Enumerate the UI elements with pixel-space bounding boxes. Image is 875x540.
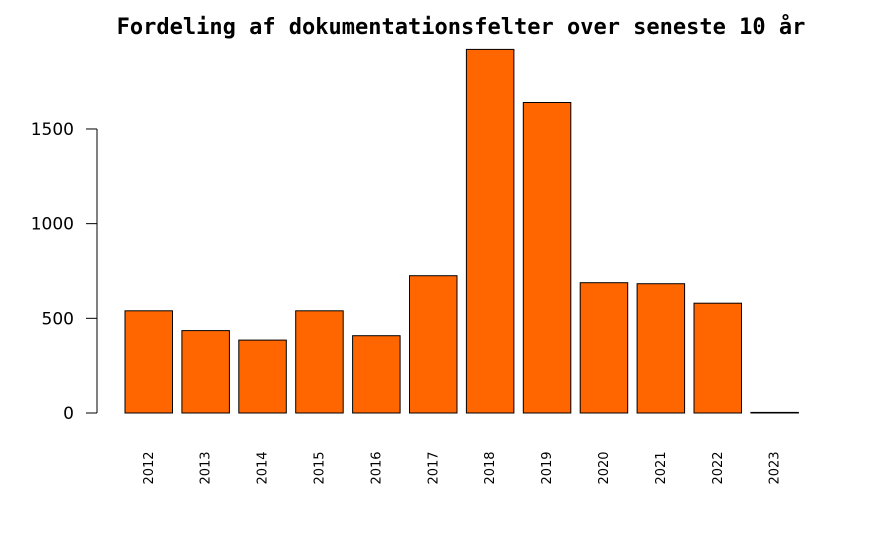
bar-2019: [522, 102, 572, 414]
x-tick-label: 2022: [711, 451, 726, 484]
y-tick-label: 500: [42, 309, 74, 329]
x-tick-label: 2023: [768, 451, 783, 484]
x-tick-label: 2013: [199, 451, 214, 484]
y-tick-label: 1000: [31, 215, 74, 235]
x-tick-label: 2015: [312, 451, 327, 484]
x-tick-label: 2018: [483, 451, 498, 484]
bar-2023: [750, 411, 799, 414]
x-tick-label: 2021: [654, 451, 669, 484]
x-tick-label: 2014: [256, 451, 271, 484]
chart-title: Fordeling af dokumentationsfelter over s…: [117, 14, 806, 40]
bar-2012: [124, 310, 173, 414]
bars: [124, 48, 799, 414]
bar-2013: [181, 330, 230, 414]
bar-2014: [238, 339, 287, 414]
bar-2017: [409, 275, 458, 414]
bar-2020: [579, 282, 629, 414]
y-tick-label: 1500: [31, 120, 74, 140]
x-tick-label: 2012: [142, 451, 157, 484]
x-tick-label: 2020: [597, 451, 612, 484]
bar-2021: [636, 283, 686, 414]
y-axis: 0 500 1000 1500: [31, 120, 98, 424]
bar-2016: [352, 335, 401, 414]
bar-2015: [295, 310, 344, 414]
x-tick-label: 2016: [369, 451, 384, 484]
x-tick-label: 2017: [426, 451, 441, 484]
y-tick-label: 0: [63, 404, 74, 424]
bar-2022: [693, 302, 742, 414]
x-axis-labels: 2012 2013 2014 2015 2016 2017 2018 2019 2020 2021…: [142, 451, 783, 484]
bar-2018: [465, 48, 515, 414]
x-tick-label: 2019: [540, 451, 555, 484]
